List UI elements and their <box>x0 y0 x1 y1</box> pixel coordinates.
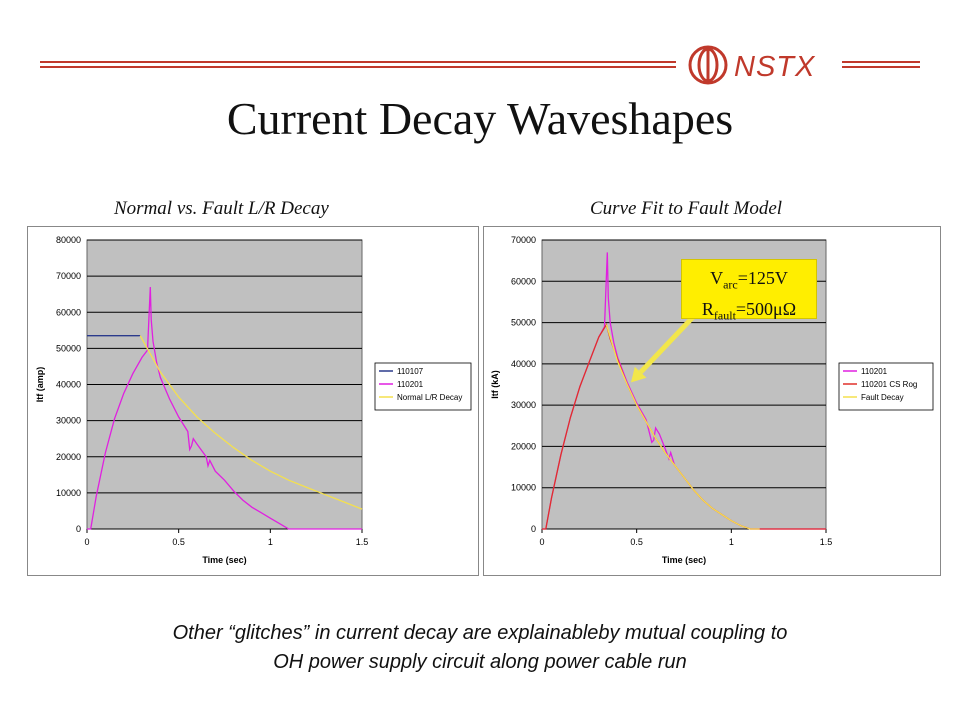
nstx-logo-text: NSTX <box>734 51 816 83</box>
x-tick-label: 0.5 <box>630 537 643 547</box>
x-tick-label: 1 <box>268 537 273 547</box>
header-rule-right-bottom <box>842 66 920 68</box>
series-line-2 <box>87 286 362 530</box>
y-tick-label: 70000 <box>511 235 536 245</box>
legend-label: Fault Decay <box>861 393 904 402</box>
y-tick-label: 40000 <box>511 359 536 369</box>
chart-title-left: Normal vs. Fault L/R Decay <box>114 198 329 219</box>
header-rule-left-top <box>40 61 676 63</box>
legend-label: Normal L/R Decay <box>397 393 462 402</box>
y-tick-label: 0 <box>531 524 536 534</box>
caption-line-1: Other “glitches” in current decay are ex… <box>172 622 788 644</box>
x-axis-label: Time (sec) <box>202 555 246 565</box>
callout-varc-sub: arc <box>723 277 738 292</box>
y-tick-label: 20000 <box>511 441 536 451</box>
y-tick-label: 60000 <box>56 307 81 317</box>
y-tick-label: 30000 <box>511 400 536 410</box>
header-rule-right-top <box>842 61 920 63</box>
callout-rfault-value: =500μΩ <box>735 298 797 319</box>
chart-title-right: Curve Fit to Fault Model <box>590 198 783 219</box>
callout-rfault-symbol: R <box>701 298 714 319</box>
callout-varc-symbol: V <box>710 268 724 288</box>
y-tick-label: 10000 <box>56 488 81 498</box>
y-tick-label: 80000 <box>56 235 81 245</box>
page-title: Current Decay Waveshapes <box>226 93 734 144</box>
y-tick-label: 20000 <box>56 452 81 462</box>
y-tick-label: 40000 <box>56 380 81 390</box>
caption-line-2: OH power supply circuit along power cabl… <box>273 651 687 673</box>
legend-label: 110201 <box>861 367 888 376</box>
callout-line-varc: Varc=125V <box>682 266 816 297</box>
series-line-3 <box>605 324 760 530</box>
y-axis-label: Itf (amp) <box>35 367 45 403</box>
x-tick-label: 1 <box>729 537 734 547</box>
x-tick-label: 0 <box>84 537 89 547</box>
legend-label: 110201 <box>397 380 424 389</box>
y-tick-label: 70000 <box>56 271 81 281</box>
y-tick-label: 50000 <box>56 343 81 353</box>
legend-label: 110201 CS Rog <box>861 380 917 389</box>
x-tick-label: 0 <box>539 537 544 547</box>
nstx-logo: NSTX <box>688 45 816 85</box>
x-tick-label: 1.5 <box>820 537 833 547</box>
x-axis-label: Time (sec) <box>662 555 706 565</box>
header-rule-left-bottom <box>40 66 676 68</box>
y-tick-label: 50000 <box>511 318 536 328</box>
y-tick-label: 0 <box>76 524 81 534</box>
x-tick-label: 1.5 <box>356 537 369 547</box>
y-tick-label: 60000 <box>511 276 536 286</box>
x-tick-label: 0.5 <box>172 537 185 547</box>
callout-varc-value: =125V <box>737 268 788 288</box>
y-tick-label: 10000 <box>511 483 536 493</box>
callout-rfault-sub: fault <box>713 308 736 323</box>
series-line-3 <box>139 335 363 510</box>
fault-parameters-callout: Varc=125V Rfault=500μΩ <box>681 259 817 322</box>
legend-label: 110107 <box>397 367 424 376</box>
y-axis-label: Itf (kA) <box>490 370 500 399</box>
callout-line-rfault: Rfault=500μΩ <box>682 297 816 328</box>
y-tick-label: 30000 <box>56 416 81 426</box>
chart-left: 0 10000 20000 30000 40000 50000 60000 70000 8000… <box>27 226 479 576</box>
